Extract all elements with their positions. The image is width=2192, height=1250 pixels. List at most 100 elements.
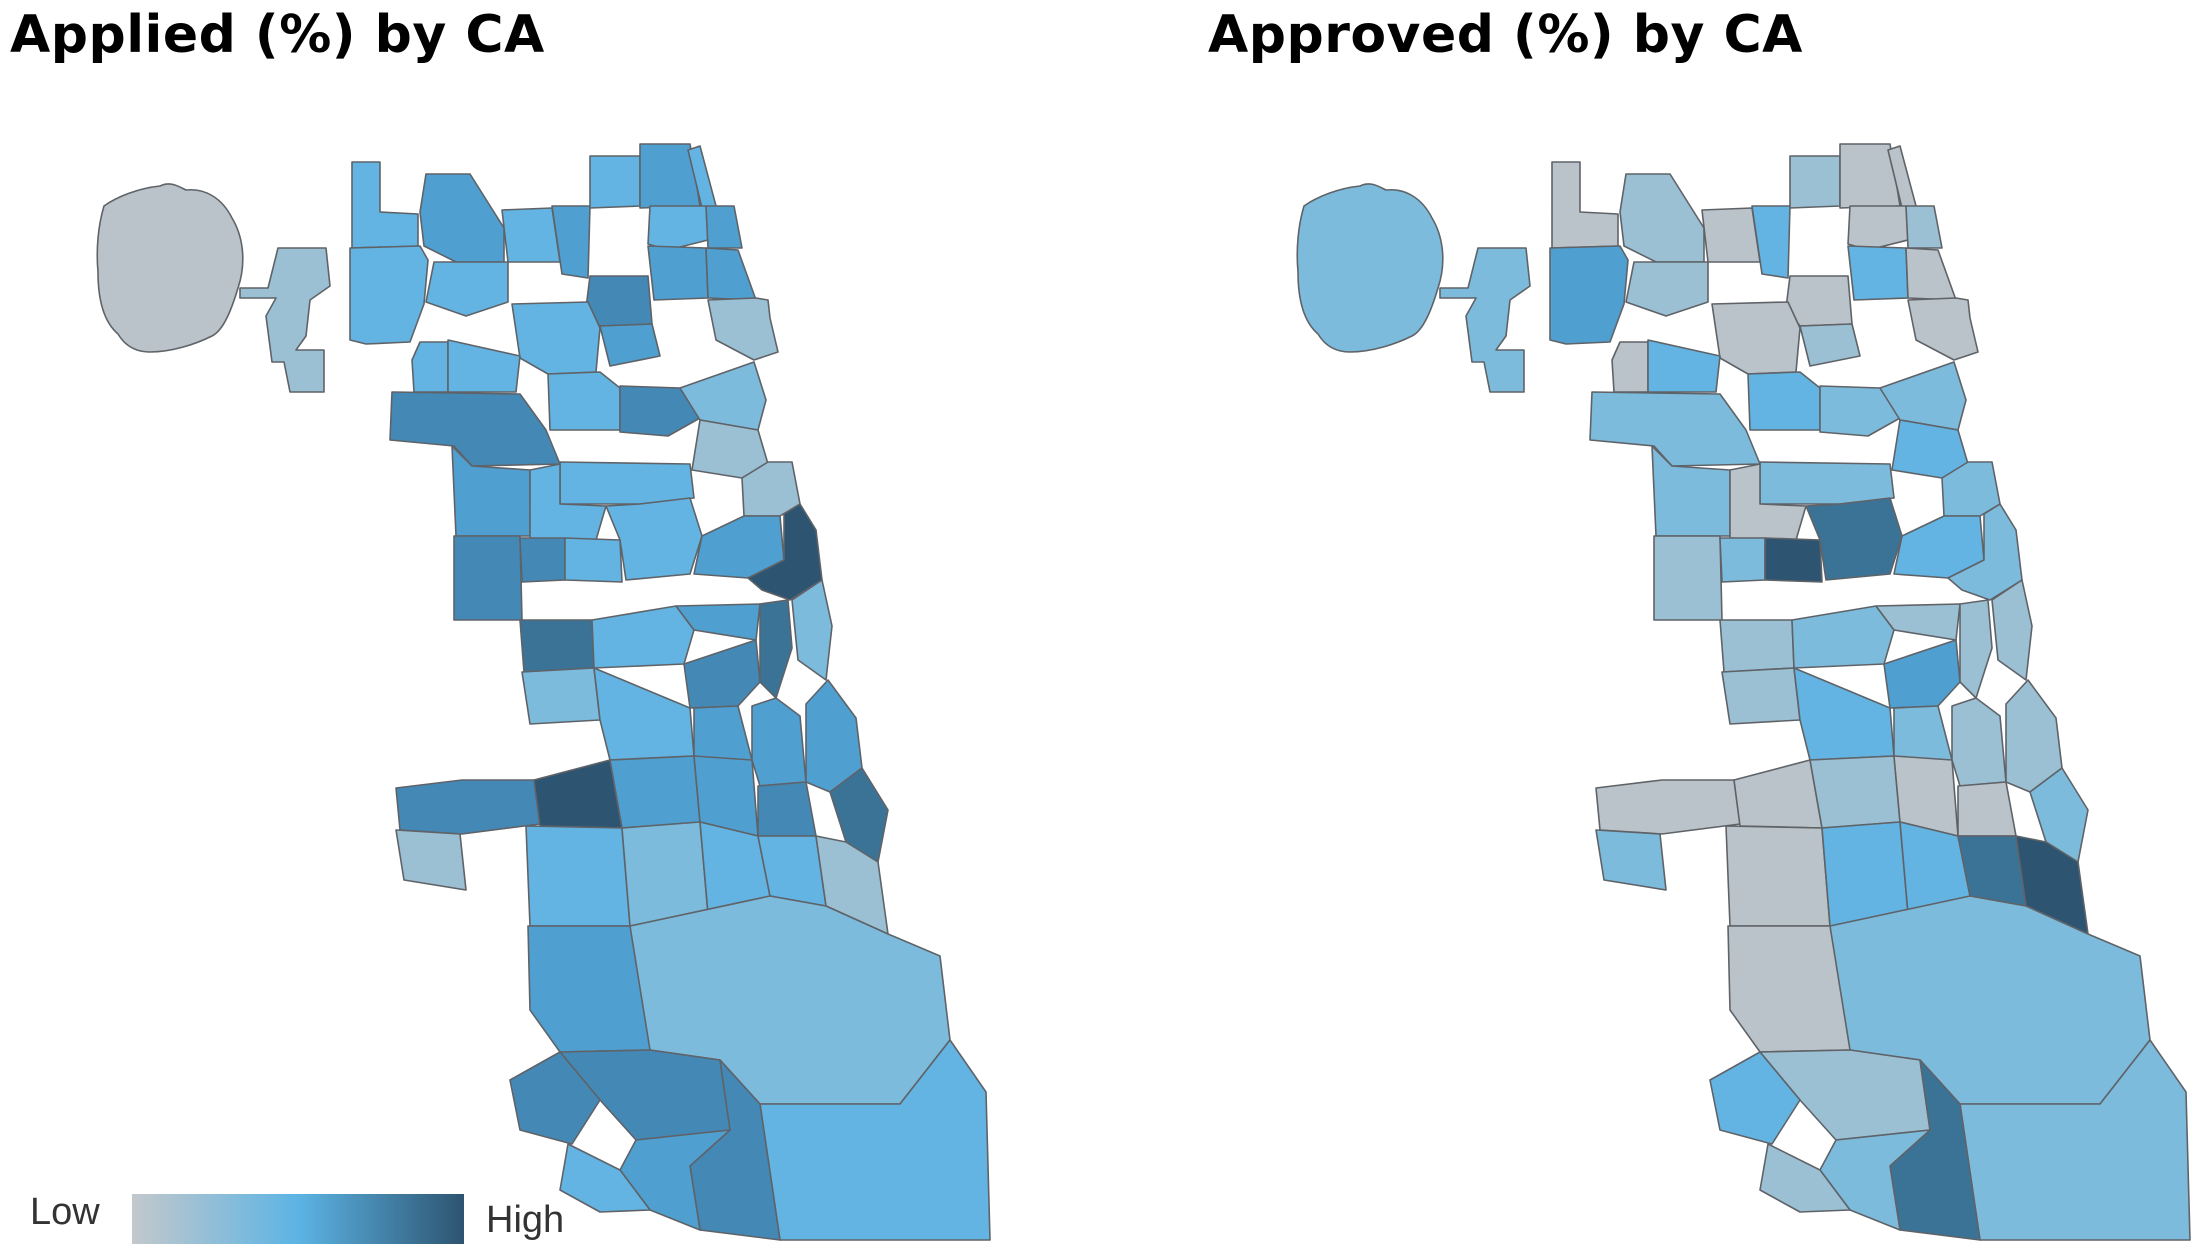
approved-community-area <box>1789 155 1841 209</box>
approved-community-area <box>1725 825 1831 927</box>
approved-community-area <box>1296 183 1444 353</box>
approved-community-area <box>1799 323 1861 367</box>
applied-community-area <box>829 767 889 863</box>
approved-community-area <box>1721 667 1801 725</box>
approved-community-area <box>1747 371 1821 431</box>
legend-high-label: High <box>486 1199 565 1241</box>
approved-community-area <box>1957 781 2017 837</box>
applied-community-area <box>521 667 601 725</box>
approved-community-area <box>1595 779 1741 835</box>
applied-community-area <box>707 297 779 361</box>
applied-community-area <box>447 339 521 393</box>
applied-community-area <box>453 535 523 621</box>
approved-community-area <box>1805 497 1903 581</box>
approved-map-title: Approved (%) by CA <box>1208 5 1803 65</box>
applied-community-area <box>533 759 623 829</box>
approved-community-area <box>1589 391 1761 467</box>
applied-community-area <box>551 205 591 279</box>
approved-community-area <box>1647 339 1721 393</box>
approved-community-area <box>1619 173 1705 263</box>
approved-community-area <box>1719 619 1795 673</box>
applied-community-area <box>559 461 695 505</box>
approved-community-area <box>1439 247 1531 393</box>
approved-community-area <box>1701 207 1761 263</box>
approved-community-area <box>1793 667 1895 761</box>
approved-community-area <box>1847 245 1909 301</box>
approved-community-area <box>1879 361 1967 431</box>
approved-community-area <box>1719 537 1766 583</box>
approved-community-area <box>1595 829 1667 891</box>
applied-community-area <box>564 537 623 583</box>
applied-community-area <box>527 925 651 1053</box>
applied-community-area <box>621 821 709 927</box>
applied-community-area <box>395 829 467 891</box>
applied-community-area <box>599 323 661 367</box>
applied-community-area <box>647 245 709 301</box>
approved-community-area <box>1759 461 1895 505</box>
approved-community-area <box>1709 1051 1801 1145</box>
approved-community-area <box>1847 205 1909 251</box>
applied-community-area <box>757 781 817 837</box>
applied-community-area <box>239 247 331 393</box>
approved-community-area <box>1821 821 1909 927</box>
approved-community-area <box>1809 755 1901 829</box>
applied-community-area <box>547 371 621 431</box>
applied-community-area <box>683 639 761 709</box>
approved-community-area <box>1905 247 1957 301</box>
approved-community-area <box>1653 535 1723 621</box>
applied-community-area <box>619 385 701 437</box>
applied-community-area <box>759 599 793 699</box>
approved-choropleth-map <box>1296 143 2191 1241</box>
applied-community-area <box>351 161 419 249</box>
applied-community-area <box>589 155 641 209</box>
applied-community-area <box>559 1143 651 1213</box>
legend-low-label: Low <box>30 1191 100 1233</box>
approved-community-area <box>1959 599 1993 699</box>
applied-community-area <box>519 537 566 583</box>
approved-community-area <box>1991 579 2033 681</box>
approved-community-area <box>1951 697 2007 787</box>
approved-community-area <box>1759 1143 1851 1213</box>
approved-community-area <box>1711 301 1801 375</box>
approved-community-area <box>1791 605 1895 669</box>
applied-community-area <box>593 667 695 761</box>
approved-community-area <box>1883 639 1961 709</box>
approved-community-area <box>1905 205 1943 249</box>
applied-community-area <box>525 825 631 927</box>
applied-community-area <box>411 341 449 393</box>
approved-community-area <box>1625 261 1709 317</box>
applied-community-area <box>389 391 561 467</box>
approved-community-area <box>1733 759 1823 829</box>
approved-community-area <box>2029 767 2089 863</box>
applied-community-area <box>747 503 823 601</box>
applied-community-area <box>96 183 244 353</box>
applied-community-area <box>751 697 807 787</box>
applied-community-area <box>425 261 509 317</box>
applied-community-area <box>395 779 541 835</box>
applied-community-area <box>501 207 561 263</box>
applied-map-title: Applied (%) by CA <box>10 5 545 65</box>
applied-community-area <box>511 301 601 375</box>
approved-community-area <box>1751 205 1791 279</box>
approved-community-area <box>1819 385 1901 437</box>
approved-community-area <box>1727 925 1851 1053</box>
applied-choropleth-map <box>96 143 991 1241</box>
applied-community-area <box>647 205 709 251</box>
approved-community-area <box>1551 161 1619 249</box>
applied-community-area <box>419 173 505 263</box>
applied-community-area <box>519 619 595 673</box>
applied-community-area <box>349 245 429 345</box>
approved-community-area <box>1764 537 1823 583</box>
applied-community-area <box>705 247 757 301</box>
legend-color-ramp <box>132 1194 464 1244</box>
approved-community-area <box>1611 341 1649 393</box>
approved-community-area <box>1907 297 1979 361</box>
applied-community-area <box>605 497 703 581</box>
applied-community-area <box>509 1051 601 1145</box>
applied-community-area <box>609 755 701 829</box>
applied-community-area <box>791 579 833 681</box>
applied-community-area <box>705 205 743 249</box>
applied-community-area <box>679 361 767 431</box>
approved-community-area <box>1549 245 1629 345</box>
